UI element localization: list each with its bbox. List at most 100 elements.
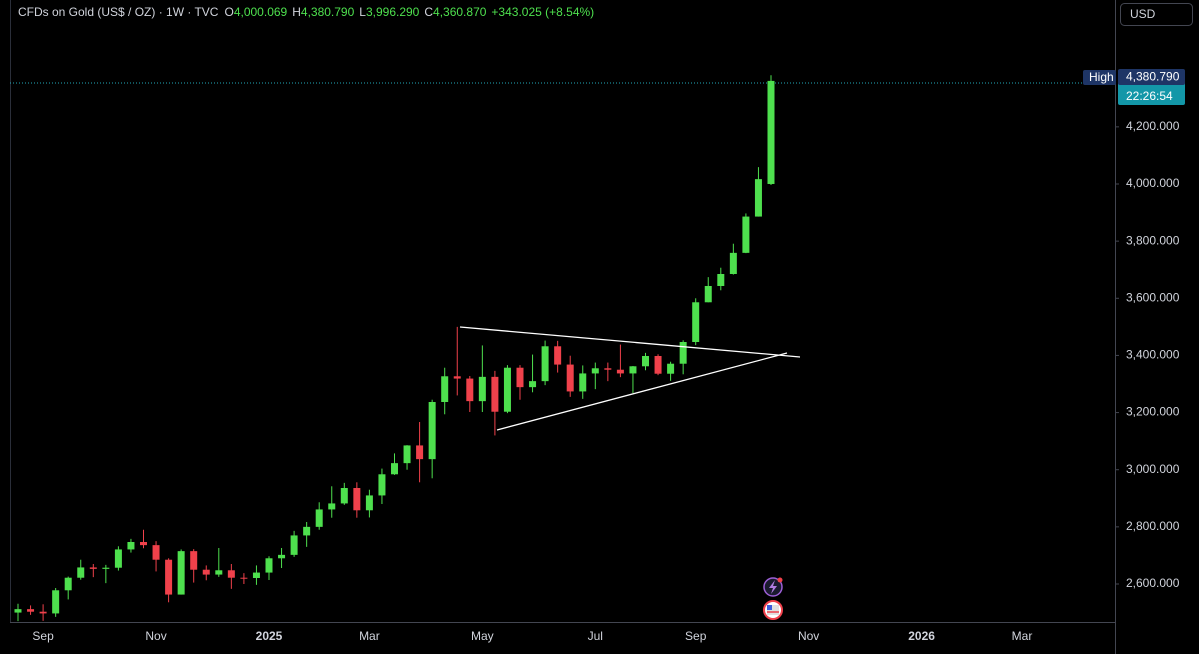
candle-body [64,577,72,591]
x-tick-label: Mar [1012,629,1033,643]
x-tick-label: Sep [32,629,54,643]
candle-body [365,495,373,511]
economic-icon[interactable] [763,600,783,620]
candle-body [140,542,147,546]
y-tick-label: 3,400.000 [1126,348,1180,362]
high-tag [1083,70,1116,85]
candle-body [503,367,511,412]
candle-body [629,366,637,374]
ohlc-label: O [224,5,233,19]
candle-body [604,368,612,370]
candle-body [391,463,398,475]
candle-body [39,611,47,614]
candle-body [566,364,574,392]
candle-body [353,488,361,511]
x-tick-label: Nov [145,629,166,643]
candle-body [328,503,336,510]
candle-body [227,570,235,578]
candle-body [215,570,223,575]
candle-body [642,356,649,367]
y-tick-label: 3,800.000 [1126,233,1180,247]
y-tick-label: 3,600.000 [1126,290,1180,304]
legend-text: CFDs on Gold (US$ / OZ) · 1W · TVC O4,000… [18,5,594,19]
candle-body [453,376,461,379]
candle-body [704,286,712,303]
trendline-lower [496,352,788,431]
candle-body [554,346,562,365]
high-tag-label: High [1089,70,1114,84]
candle-body [340,488,348,504]
countdown: 22:26:54 [1126,89,1173,103]
candle-body [303,526,311,536]
x-tick-label: Jul [588,629,603,643]
y-tick-label: 2,800.000 [1126,519,1180,533]
candle-body [165,559,173,595]
candle-body [14,609,22,613]
ohlc-value: 4,380.790 [301,5,355,19]
x-tick-label: May [471,629,494,643]
candle-body [290,535,298,555]
candle-body [717,274,725,286]
candle-body [767,80,775,184]
candle-body [278,554,286,559]
candle-body [616,369,624,374]
currency: USD [1130,7,1156,21]
candle-body [52,590,60,614]
candle-body [240,577,248,579]
candle-body [77,567,85,578]
ohlc-value: 4,360.870 [433,5,487,19]
y-tick-label: 2,600.000 [1126,576,1180,590]
x-tick-label: Sep [685,629,707,643]
event-icon[interactable] [763,577,783,597]
y-tick-label: 4,000.000 [1126,176,1180,190]
candle-body [190,551,198,570]
x-tick-label: 2025 [256,629,283,643]
candle-body [27,609,35,612]
candle-body [742,216,750,253]
price-box [1118,79,1185,105]
change: +343.025 (+8.54%) [491,5,594,19]
candle-body [252,572,260,578]
candle-body [202,569,210,575]
ohlc-label: L [359,5,366,19]
y-tick-label: 3,200.000 [1126,405,1180,419]
ohlc-label: H [292,5,301,19]
trendline-upper [459,326,801,358]
candle-body [89,567,97,569]
candle-body [529,381,537,388]
candle-body [541,346,549,382]
y-tick-label: 3,000.000 [1126,462,1180,476]
candle-body [102,567,110,569]
candle-body [754,179,762,217]
candle-body [478,376,486,402]
candle-body [315,509,323,527]
candle-body [516,367,524,388]
candle-body [114,549,122,568]
legend: CFDs on Gold (US$ / OZ) · 1W · TVC O4,000… [18,5,594,19]
candle-body [692,302,700,342]
ohlc-value: 4,000.069 [234,5,288,19]
candles [14,75,775,622]
candle-body [679,342,687,364]
x-tick-label: Mar [359,629,380,643]
candle-body [667,363,675,374]
ohlc-value: 3,996.290 [366,5,420,19]
ohlc-label: C [424,5,433,19]
candle-body [127,542,135,550]
candle-body [403,445,411,464]
candle-body [729,252,737,274]
candle-body [416,445,424,460]
candle-body [579,373,587,392]
y-tick-label: 4,200.000 [1126,119,1180,133]
high-value: 4,380.790 [1126,70,1180,84]
candle-body [265,558,273,573]
candle-body [152,545,160,560]
currency-button[interactable] [1120,3,1193,26]
candle-body [654,356,662,374]
candle-body [177,551,185,595]
candle-body [491,376,499,412]
candle-body [591,368,599,374]
candle-body [441,376,449,402]
